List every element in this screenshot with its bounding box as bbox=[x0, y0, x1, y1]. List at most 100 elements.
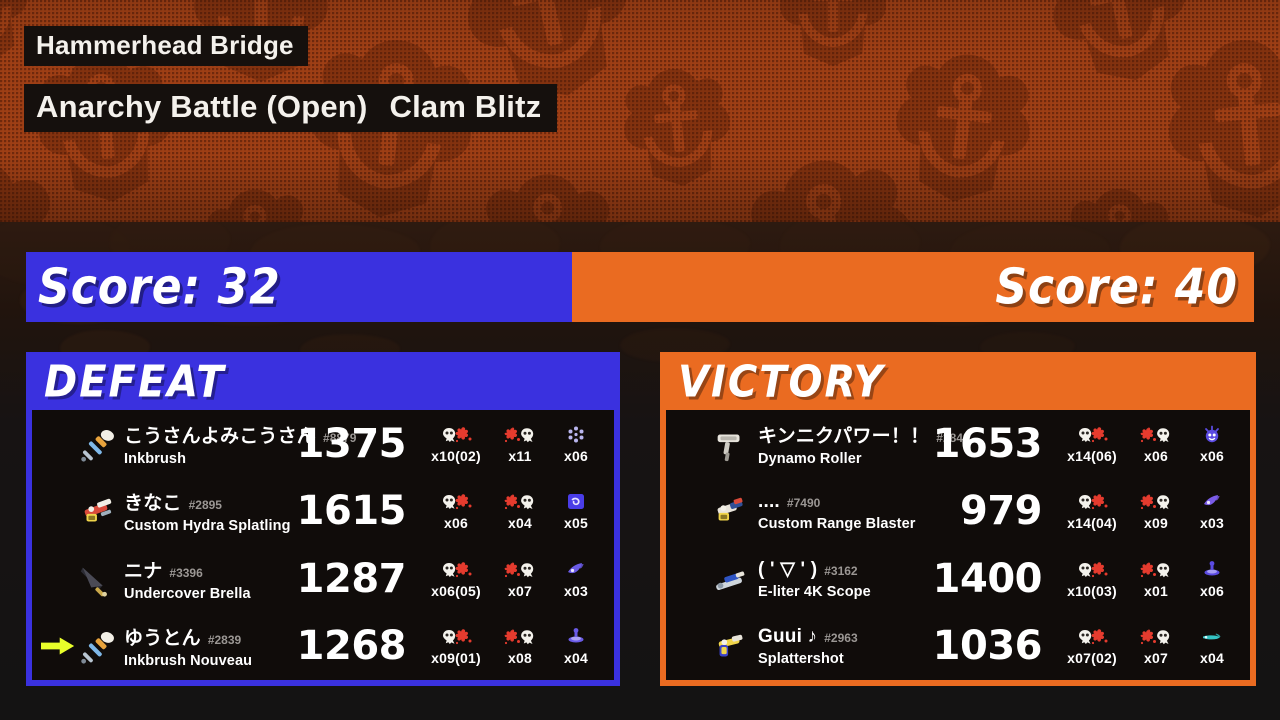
player-row[interactable]: Guui ♪ #2963 Splattershot 1036 x07(02) bbox=[666, 613, 1250, 681]
player-name-line: ニナ #3396 bbox=[124, 556, 270, 583]
booyah-bomb-icon bbox=[1201, 424, 1223, 446]
kill-count: x14(04) bbox=[1067, 515, 1117, 532]
kill-count: x07(02) bbox=[1067, 650, 1117, 667]
kill-icon bbox=[1075, 626, 1109, 648]
score-right-team: Score: 40 bbox=[572, 252, 1254, 322]
special-count: x03 bbox=[1200, 515, 1224, 532]
weapon-name: Undercover Brella bbox=[124, 585, 251, 602]
ink-storm-icon bbox=[565, 626, 587, 648]
player-info: ニナ #3396 Undercover Brella bbox=[116, 556, 270, 602]
stage-name: Hammerhead Bridge bbox=[36, 29, 294, 60]
player-name-line: .... #7490 bbox=[758, 491, 906, 513]
current-player-marker-slot bbox=[40, 613, 76, 681]
player-row[interactable]: キンニクパワー！！ #2848 Dynamo Roller 1653 x14(0… bbox=[666, 410, 1250, 478]
player-stats: x06(05) x07 x03 bbox=[420, 559, 604, 599]
special-count: x04 bbox=[1200, 650, 1224, 667]
player-row[interactable]: こうさんよみこうさん #8879 Inkbrush 1375 x10(02) bbox=[32, 410, 614, 478]
ink-vac-icon bbox=[565, 491, 587, 513]
player-name-line: ゆうとん #2839 bbox=[124, 623, 270, 650]
player-row[interactable]: .... #7490 Custom Range Blaster 979 x14(… bbox=[666, 478, 1250, 546]
special-count: x06 bbox=[1200, 447, 1224, 464]
weapon-name: Custom Range Blaster bbox=[758, 515, 916, 532]
kill-count: x14(06) bbox=[1067, 447, 1117, 464]
death-icon bbox=[503, 559, 537, 581]
player-stats: x10(02) x11 bbox=[420, 424, 604, 464]
stat-specials: x06 bbox=[548, 424, 604, 464]
player-name: きなこ bbox=[124, 493, 182, 515]
weapon-name: Inkbrush Nouveau bbox=[124, 653, 253, 670]
player-row[interactable]: ニナ #3396 Undercover Brella 1287 x06(05) bbox=[32, 545, 614, 613]
player-name-line: キンニクパワー！！ #2848 bbox=[758, 421, 970, 448]
death-icon bbox=[503, 424, 537, 446]
score-bar: Score: 32 Score: 40 bbox=[26, 252, 1254, 322]
player-name-line: きなこ #2895 bbox=[124, 488, 270, 515]
weapon-name: Splattershot bbox=[758, 650, 844, 667]
player-points: 1615 bbox=[296, 488, 407, 535]
player-tag: #7490 bbox=[786, 495, 821, 510]
stat-deaths: x06 bbox=[1128, 424, 1184, 464]
team-left-player-list: こうさんよみこうさん #8879 Inkbrush 1375 x10(02) bbox=[32, 410, 614, 680]
player-info: キンニクパワー！！ #2848 Dynamo Roller bbox=[750, 421, 970, 467]
kill-icon bbox=[439, 491, 473, 513]
player-stats: x10(03) x01 bbox=[1056, 559, 1240, 599]
player-name-line: こうさんよみこうさん #8879 bbox=[124, 421, 356, 448]
player-row[interactable]: ( ' ▽ ' ) #3162 E-liter 4K Scope 1400 x1… bbox=[666, 545, 1250, 613]
inkbrush-icon bbox=[76, 626, 116, 666]
player-tag: #2963 bbox=[824, 630, 858, 645]
splattershot-icon bbox=[710, 626, 750, 666]
kill-icon bbox=[1075, 424, 1109, 446]
reefslider-icon bbox=[565, 559, 587, 581]
stat-kills: x14(06) bbox=[1056, 424, 1128, 464]
player-info: ( ' ▽ ' ) #3162 E-liter 4K Scope bbox=[750, 558, 906, 600]
player-stats: x06 x04 x05 bbox=[420, 491, 604, 531]
team-panel-right: VICTORY キンニクパワー！！ #2848 Dynamo Roller bbox=[660, 352, 1256, 686]
player-name: ニナ bbox=[124, 560, 163, 582]
weapon-name: E-liter 4K Scope bbox=[758, 583, 871, 600]
player-stats: x07(02) x07 x04 bbox=[1056, 626, 1240, 666]
stat-specials: x06 bbox=[1184, 559, 1240, 599]
kill-count: x06(05) bbox=[431, 582, 481, 599]
stat-specials: x04 bbox=[548, 626, 604, 666]
player-info: Guui ♪ #2963 Splattershot bbox=[750, 626, 906, 667]
death-icon bbox=[1139, 626, 1173, 648]
death-count: x07 bbox=[1144, 650, 1168, 667]
player-points: 1375 bbox=[296, 420, 407, 467]
kill-count: x10(02) bbox=[431, 447, 481, 464]
death-icon bbox=[503, 491, 537, 513]
stat-kills: x14(04) bbox=[1056, 491, 1128, 531]
player-row[interactable]: ゆうとん #2839 Inkbrush Nouveau 1268 x09(01) bbox=[32, 613, 614, 681]
current-player-marker-slot bbox=[674, 545, 710, 613]
weapon-name: Inkbrush bbox=[124, 450, 187, 467]
player-name: こうさんよみこうさん bbox=[124, 425, 317, 447]
player-name-line: Guui ♪ #2963 bbox=[758, 626, 906, 648]
stat-deaths: x01 bbox=[1128, 559, 1184, 599]
stat-specials: x03 bbox=[548, 559, 604, 599]
death-count: x04 bbox=[508, 515, 532, 532]
current-player-marker-slot bbox=[674, 410, 710, 478]
inkbrush-icon bbox=[76, 424, 116, 464]
score-left-team: Score: 32 bbox=[26, 252, 572, 322]
stat-kills: x06(05) bbox=[420, 559, 492, 599]
stat-specials: x06 bbox=[1184, 424, 1240, 464]
hydra-splatling-icon bbox=[76, 491, 116, 531]
death-icon bbox=[503, 626, 537, 648]
player-name-line: ( ' ▽ ' ) #3162 bbox=[758, 558, 906, 581]
player-tag: #2839 bbox=[207, 633, 242, 648]
stat-specials: x03 bbox=[1184, 491, 1240, 531]
player-tag: #3396 bbox=[169, 565, 203, 580]
weapon-name: Custom Hydra Splatling bbox=[124, 518, 291, 535]
player-row[interactable]: きなこ #2895 Custom Hydra Splatling 1615 x0… bbox=[32, 478, 614, 546]
player-tag: #8879 bbox=[323, 430, 357, 445]
kill-icon bbox=[1075, 559, 1109, 581]
eliter-scope-icon bbox=[710, 559, 750, 599]
kill-icon bbox=[1075, 491, 1109, 513]
player-name: Guui ♪ bbox=[758, 625, 818, 647]
current-player-marker-slot bbox=[674, 478, 710, 546]
stat-deaths: x09 bbox=[1128, 491, 1184, 531]
undercover-brella-icon bbox=[76, 559, 116, 599]
range-blaster-icon bbox=[710, 491, 750, 531]
player-info: こうさんよみこうさん #8879 Inkbrush bbox=[116, 421, 356, 467]
stat-kills: x10(03) bbox=[1056, 559, 1128, 599]
battle-rule: Clam Blitz bbox=[389, 88, 542, 124]
